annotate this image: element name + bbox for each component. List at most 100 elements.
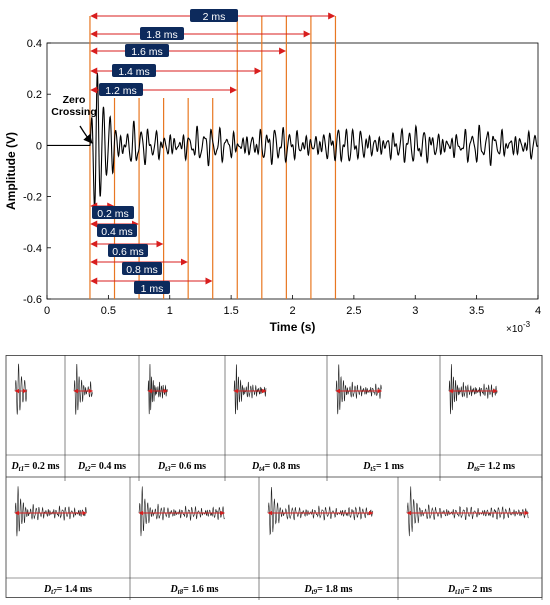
window-caption: Dt2= 0.4 ms <box>77 461 126 473</box>
window-label-bg <box>140 27 184 40</box>
x-tick-label: 0.5 <box>101 305 116 317</box>
x-axis-multiplier-exponent: -3 <box>523 320 531 329</box>
x-tick-label: 1.5 <box>223 305 238 317</box>
window-label-text: 1.6 ms <box>131 46 163 58</box>
window-caption-value: = 2 ms <box>464 584 492 595</box>
window-caption: Dt10= 2 ms <box>447 584 492 596</box>
window-label-bg <box>92 206 134 219</box>
y-tick-label: -0.2 <box>23 192 42 204</box>
window-label-bg <box>190 9 238 22</box>
zero-crossing-annotation-line: Crossing <box>51 106 97 118</box>
window-caption-value: = 0.8 ms <box>265 461 301 472</box>
window-label: 0.2 ms <box>92 206 134 220</box>
mini-waveform <box>335 364 383 415</box>
y-tick-label: -0.6 <box>23 294 42 306</box>
window-label-text: 2 ms <box>203 11 226 23</box>
window-caption: Dt5= 1 ms <box>362 461 404 473</box>
x-tick-label: 2.5 <box>346 305 361 317</box>
window-label-bg <box>122 262 162 275</box>
mini-waveform <box>267 487 374 536</box>
window-label: 0.8 ms <box>122 262 162 276</box>
window-caption: Dt8= 1.6 ms <box>169 584 218 596</box>
window-caption: Dt9= 1.8 ms <box>303 584 352 596</box>
window-caption-var: D <box>169 584 177 595</box>
mini-waveform <box>14 363 28 415</box>
mini-waveform <box>147 364 168 415</box>
window-caption-var: D <box>251 461 259 472</box>
mini-waveform <box>14 486 87 537</box>
window-label-text: 1.8 ms <box>146 29 178 41</box>
window-caption-sub: t7 <box>51 588 57 596</box>
window-caption-sub: t2 <box>85 465 91 473</box>
window-label-text: 0.2 ms <box>97 208 129 220</box>
window-label-bg <box>97 224 137 237</box>
window-label: 2 ms <box>190 9 238 23</box>
window-caption-var: D <box>447 584 455 595</box>
window-grid: Dt1= 0.2 ms Dt2= 0.4 ms Dt3= 0.6 ms Dt4= 0.… <box>0 355 550 604</box>
window-label: 1 ms <box>134 281 170 295</box>
window-caption-value: = 0.2 ms <box>24 461 60 472</box>
window-caption-value: = 1.4 ms <box>57 584 93 595</box>
window-label-text: 0.4 ms <box>101 226 133 238</box>
mini-waveform-line <box>267 487 374 536</box>
window-label-text: 1.2 ms <box>105 85 137 97</box>
window-caption: Dt3= 0.6 ms <box>157 461 206 473</box>
x-tick-label: 0 <box>44 305 50 317</box>
window-caption-value: = 1.8 ms <box>317 584 353 595</box>
window-label-text: 1 ms <box>141 283 164 295</box>
window-caption: Dt1= 0.2 ms <box>10 461 59 473</box>
y-axis-label: Amplitude (V) <box>4 132 18 210</box>
window-label: 1.2 ms <box>99 83 143 97</box>
mini-waveform <box>406 486 529 537</box>
y-tick-label: 0 <box>36 140 42 152</box>
window-caption-value: = 1.6 ms <box>183 584 219 595</box>
window-caption-var: D <box>466 461 474 472</box>
window-caption: Dt6= 1.2 ms <box>466 461 515 473</box>
x-tick-label: 3 <box>412 305 418 317</box>
x-tick-label: 4 <box>535 305 541 317</box>
mini-waveform-line <box>14 363 28 415</box>
window-caption: Dt7= 1.4 ms <box>43 584 92 596</box>
y-tick-label: 0.4 <box>27 38 42 50</box>
window-label-bg <box>134 281 170 294</box>
window-label-text: 1.4 ms <box>118 66 150 78</box>
window-caption-var: D <box>157 461 165 472</box>
x-tick-label: 1 <box>167 305 173 317</box>
window-label-bg <box>108 244 148 257</box>
amplitude-chart: 0 0.5 1 1.5 2 2.5 3 3.5 4 -0.6 -0.4 -0.2 0 0.2 0.4 Time… <box>4 9 541 335</box>
window-caption-var: D <box>303 584 311 595</box>
window-caption-value: = 1.2 ms <box>480 461 516 472</box>
window-caption-value: = 1 ms <box>376 461 404 472</box>
window-caption-sub: t6 <box>474 465 480 473</box>
window-caption-sub: t3 <box>165 465 171 473</box>
window-caption-var: D <box>77 461 85 472</box>
window-caption-sub: t8 <box>178 588 184 596</box>
window-caption-sub: t10 <box>455 588 464 596</box>
y-tick-label: -0.4 <box>23 243 42 255</box>
window-caption-sub: t9 <box>312 588 318 596</box>
mini-waveform <box>233 364 267 415</box>
window-label-text: 0.8 ms <box>126 264 158 276</box>
window-label: 0.6 ms <box>108 244 148 258</box>
signal-line <box>47 72 539 208</box>
window-label: 0.4 ms <box>97 224 137 238</box>
window-caption-var: D <box>43 584 51 595</box>
window-label: 1.4 ms <box>112 64 156 78</box>
window-caption-var: D <box>10 461 18 472</box>
plot-area <box>46 42 539 300</box>
mini-waveform <box>138 486 225 537</box>
window-label-text: 0.6 ms <box>112 246 144 258</box>
y-tick-label: 0.2 <box>27 89 42 101</box>
window-label: 1.8 ms <box>140 27 184 41</box>
window-caption-var: D <box>362 461 370 472</box>
window-caption-value: = 0.4 ms <box>91 461 127 472</box>
window-caption: Dt4= 0.8 ms <box>251 461 300 473</box>
window-caption-sub: t1 <box>19 465 24 473</box>
zero-crossing-annotation: Zero Crossing <box>51 94 97 118</box>
window-caption-sub: t5 <box>370 465 376 473</box>
x-tick-label: 2 <box>289 305 295 317</box>
mini-waveform <box>448 364 498 415</box>
window-label-bg <box>99 83 143 96</box>
window-grid-svg: Dt1= 0.2 ms Dt2= 0.4 ms Dt3= 0.6 ms Dt4= 0.… <box>5 355 543 604</box>
x-axis-label: Time (s) <box>270 320 316 334</box>
